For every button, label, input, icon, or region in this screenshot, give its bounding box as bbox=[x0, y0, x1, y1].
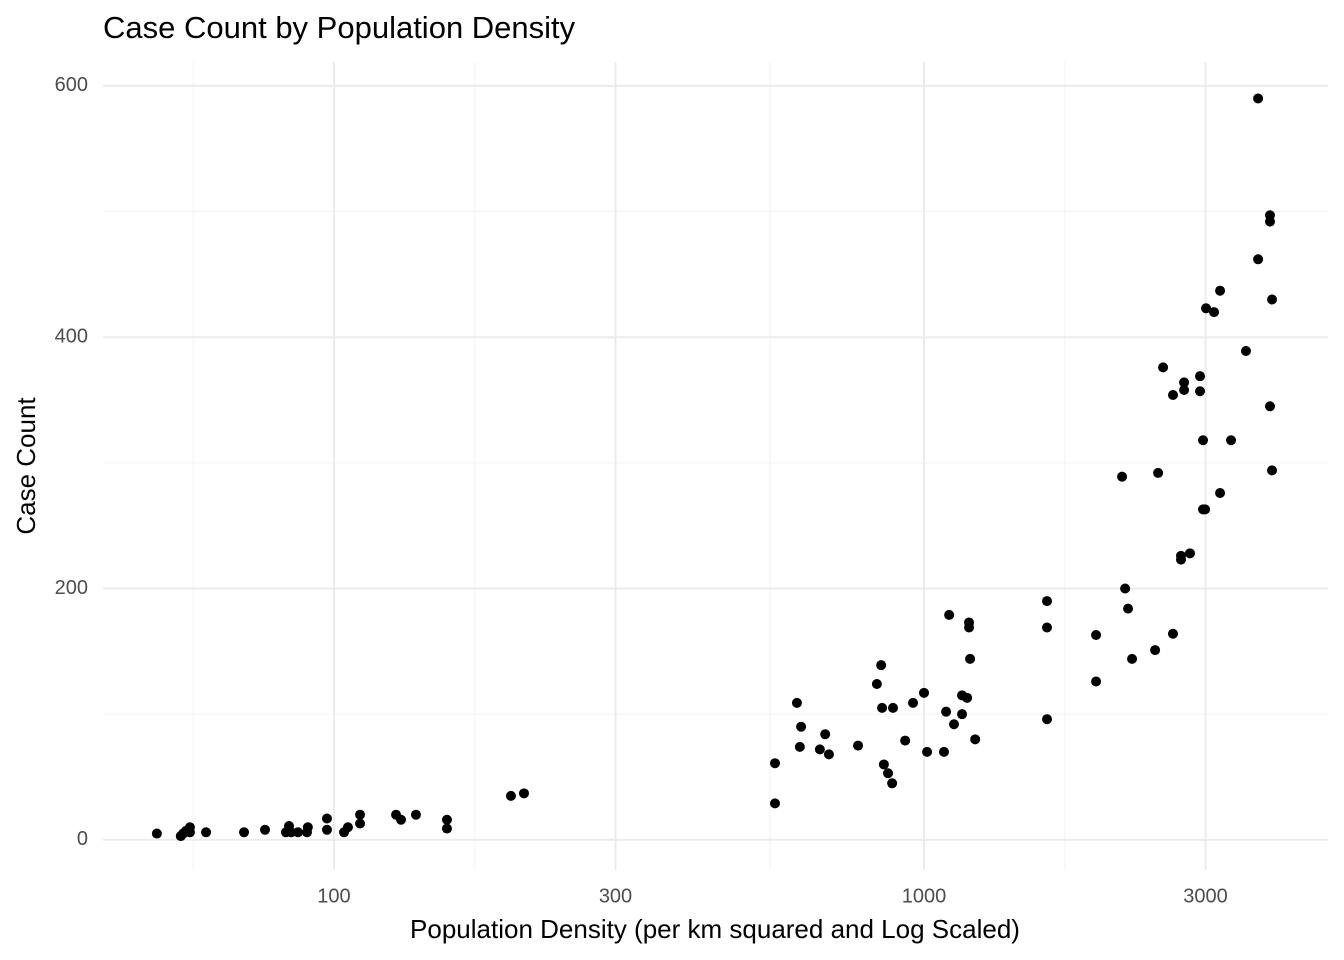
point bbox=[1198, 435, 1209, 446]
point bbox=[883, 768, 894, 779]
point bbox=[823, 749, 834, 760]
point bbox=[1201, 303, 1212, 314]
point bbox=[302, 822, 313, 833]
point bbox=[1120, 583, 1131, 594]
point bbox=[1264, 401, 1275, 412]
point bbox=[1179, 384, 1190, 395]
point bbox=[871, 679, 882, 690]
point bbox=[1267, 294, 1278, 305]
point bbox=[1167, 390, 1178, 401]
point bbox=[1091, 630, 1102, 641]
point bbox=[1184, 548, 1195, 559]
point bbox=[293, 827, 304, 838]
point bbox=[877, 702, 888, 713]
point bbox=[1200, 504, 1211, 515]
y-tick-label: 0 bbox=[77, 828, 88, 850]
x-tick-label: 100 bbox=[317, 885, 350, 907]
point bbox=[1240, 346, 1251, 357]
point bbox=[794, 741, 805, 752]
point bbox=[355, 809, 366, 820]
point bbox=[876, 660, 887, 671]
point bbox=[1127, 653, 1138, 664]
point bbox=[1264, 216, 1275, 227]
point bbox=[919, 687, 930, 698]
point bbox=[1117, 471, 1128, 482]
point bbox=[1215, 285, 1226, 296]
point bbox=[1158, 362, 1169, 373]
x-tick-label: 1000 bbox=[902, 885, 947, 907]
point bbox=[922, 746, 933, 757]
point bbox=[260, 824, 271, 835]
point bbox=[791, 697, 802, 708]
point bbox=[321, 824, 332, 835]
point bbox=[1123, 603, 1134, 614]
point bbox=[957, 709, 968, 720]
point bbox=[769, 758, 780, 769]
point bbox=[151, 828, 162, 839]
y-tick-label: 400 bbox=[55, 325, 88, 347]
point bbox=[1195, 371, 1206, 382]
point bbox=[441, 823, 452, 834]
y-tick-label: 600 bbox=[55, 74, 88, 96]
point bbox=[505, 790, 516, 801]
point bbox=[1042, 596, 1053, 607]
point bbox=[410, 809, 421, 820]
point bbox=[286, 827, 297, 838]
point bbox=[342, 822, 353, 833]
point bbox=[1226, 435, 1237, 446]
point bbox=[853, 740, 864, 751]
point bbox=[184, 827, 195, 838]
point bbox=[321, 813, 332, 824]
point bbox=[1042, 714, 1053, 725]
chart-title: Case Count by Population Density bbox=[103, 10, 576, 45]
point bbox=[518, 788, 529, 799]
point bbox=[1195, 386, 1206, 397]
point bbox=[948, 719, 959, 730]
point bbox=[900, 735, 911, 746]
point bbox=[878, 759, 889, 770]
point bbox=[965, 653, 976, 664]
point bbox=[1253, 254, 1264, 265]
point bbox=[820, 729, 831, 740]
point bbox=[1215, 488, 1226, 499]
x-tick-label: 300 bbox=[599, 885, 632, 907]
y-axis-label: Case Count bbox=[11, 397, 41, 535]
point bbox=[970, 734, 981, 745]
point bbox=[814, 744, 825, 755]
point bbox=[888, 702, 899, 713]
point bbox=[796, 721, 807, 732]
point bbox=[1167, 628, 1178, 639]
point bbox=[908, 697, 919, 708]
point bbox=[941, 706, 952, 717]
point bbox=[1153, 467, 1164, 478]
point bbox=[1175, 554, 1186, 565]
point bbox=[1267, 465, 1278, 476]
point bbox=[769, 798, 780, 809]
y-tick-label: 200 bbox=[55, 577, 88, 599]
point bbox=[1150, 645, 1161, 656]
point bbox=[964, 622, 975, 633]
point bbox=[1253, 93, 1264, 104]
x-axis-label: Population Density (per km squared and L… bbox=[410, 914, 1020, 944]
point bbox=[355, 818, 366, 829]
point bbox=[1091, 676, 1102, 687]
x-tick-label: 3000 bbox=[1183, 885, 1228, 907]
point bbox=[201, 827, 212, 838]
point bbox=[441, 814, 452, 825]
point bbox=[962, 692, 973, 703]
point bbox=[1209, 307, 1220, 318]
point bbox=[396, 814, 407, 825]
point bbox=[1042, 622, 1053, 633]
point bbox=[944, 609, 955, 620]
point bbox=[239, 827, 250, 838]
point bbox=[1179, 377, 1190, 388]
point bbox=[887, 778, 898, 789]
point bbox=[938, 746, 949, 757]
